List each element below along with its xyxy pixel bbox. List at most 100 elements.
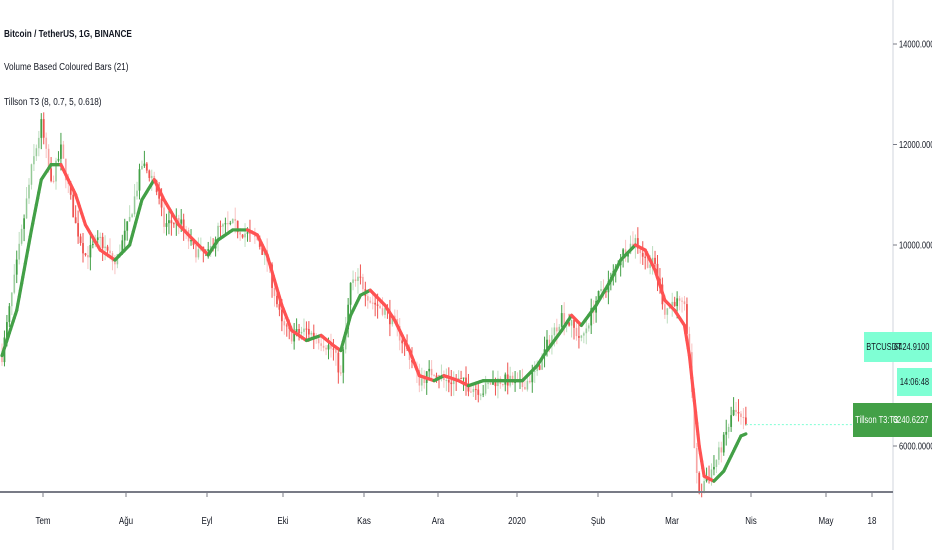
candle-body xyxy=(716,460,718,467)
candle-body xyxy=(563,313,565,324)
candle-body xyxy=(109,251,111,254)
candle-body xyxy=(50,168,52,180)
candle-body xyxy=(129,217,131,221)
candle-body xyxy=(161,199,163,208)
t3-line-segment xyxy=(692,378,693,389)
candle-body xyxy=(45,138,47,149)
candle-body xyxy=(87,255,89,257)
candle-body xyxy=(286,325,288,326)
t3-tag-value: 6240.6227 xyxy=(893,415,928,426)
candle-body xyxy=(328,345,330,349)
candle-body xyxy=(114,262,116,265)
candle-body xyxy=(220,226,222,227)
candle-body xyxy=(239,232,241,234)
candle-body xyxy=(53,181,55,182)
candle-body xyxy=(102,237,104,248)
candle-body xyxy=(89,245,91,257)
candle-body xyxy=(92,244,94,245)
candle-body xyxy=(21,229,23,244)
candle-body xyxy=(654,258,656,264)
candle-body xyxy=(367,296,369,301)
candle-body xyxy=(571,320,573,326)
x-tick-label: 18 xyxy=(868,515,877,526)
candle-body xyxy=(18,244,20,260)
candle-body xyxy=(170,220,172,223)
indicator-legend-t3[interactable]: Tillson T3 (8, 0.7, 5, 0.618) xyxy=(4,97,102,108)
candle-body xyxy=(306,329,308,330)
t3-line-group xyxy=(2,165,746,482)
t3-tag: Tillson T3:T3 6240.6227 xyxy=(853,403,932,437)
candle-body xyxy=(198,249,200,257)
candle-body xyxy=(35,148,37,156)
candle-body xyxy=(531,372,533,382)
candle-body xyxy=(553,327,555,335)
candle-body xyxy=(139,169,141,190)
t3-line-segment xyxy=(689,356,690,367)
candle-body xyxy=(104,247,106,248)
candle-body xyxy=(526,381,528,390)
candle-body xyxy=(131,214,133,217)
candle-body xyxy=(310,333,312,335)
candle-body xyxy=(534,371,536,372)
candle-body xyxy=(470,392,472,393)
candle-body xyxy=(588,325,590,328)
candle-body xyxy=(143,164,145,166)
y-tick-label: 14000.0000 xyxy=(899,38,932,49)
candle-body xyxy=(151,176,153,178)
candle-body xyxy=(728,427,730,432)
candle-body xyxy=(723,435,725,453)
candle-body xyxy=(225,223,227,224)
candle-body xyxy=(107,247,109,251)
candle-body xyxy=(711,469,713,478)
candle-body xyxy=(301,332,303,334)
candle-body xyxy=(644,257,646,258)
candle-body xyxy=(733,410,735,415)
candle-body xyxy=(146,164,148,171)
candle-body xyxy=(298,329,300,333)
candle-body xyxy=(472,389,474,392)
candle-body xyxy=(502,384,504,385)
candle-body xyxy=(337,353,339,373)
candle-body xyxy=(148,171,150,178)
candle-body xyxy=(357,277,359,281)
candle-body xyxy=(718,447,720,459)
candle-body xyxy=(600,289,602,291)
candle-body xyxy=(445,380,447,381)
candle-body xyxy=(583,333,585,335)
candle-body xyxy=(207,249,209,251)
x-tick-label: 2020 xyxy=(508,515,526,526)
y-tick-label: 6000.0000 xyxy=(899,440,932,451)
candle-body xyxy=(745,417,747,424)
candle-body xyxy=(401,340,403,343)
candle-body xyxy=(274,288,276,296)
x-tick-label: Ara xyxy=(432,515,445,526)
candle-body xyxy=(382,308,384,315)
candle-body xyxy=(11,293,13,307)
candle-body xyxy=(276,296,278,304)
candle-body xyxy=(735,410,737,412)
candle-body xyxy=(450,383,452,385)
candle-body xyxy=(342,349,344,372)
candle-body xyxy=(58,159,60,161)
candle-body xyxy=(227,223,229,224)
candle-body xyxy=(350,283,352,305)
t3-line-segment xyxy=(745,434,746,435)
price-tag-value: 6424.9100 xyxy=(894,342,929,353)
candle-body xyxy=(524,387,526,390)
candle-body xyxy=(428,369,430,371)
candle-body xyxy=(487,383,489,384)
candle-body xyxy=(77,223,79,236)
candle-body xyxy=(352,279,354,282)
candle-body xyxy=(674,302,676,306)
candle-body xyxy=(318,339,320,344)
y-tick-label: 12000.0000 xyxy=(899,139,932,150)
t3-line-segment xyxy=(696,412,697,423)
indicator-legend-volume[interactable]: Volume Based Coloured Bars (21) xyxy=(4,62,128,73)
candle-body xyxy=(323,346,325,348)
t3-line-segment xyxy=(698,435,699,446)
candle-body xyxy=(28,185,30,199)
candle-body xyxy=(333,349,335,350)
